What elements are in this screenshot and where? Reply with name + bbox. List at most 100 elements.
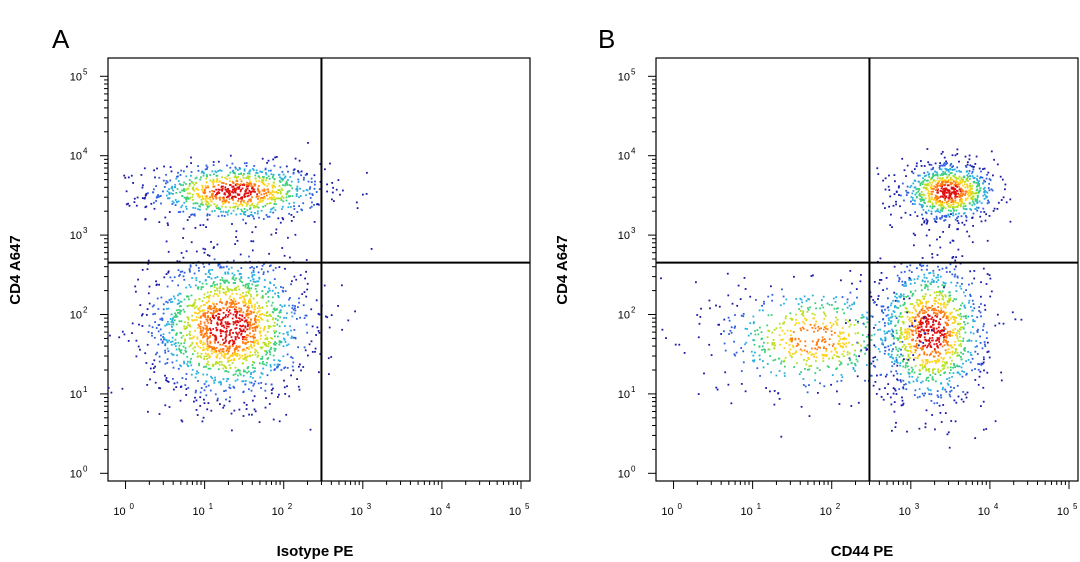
data-point [911, 330, 914, 333]
data-point [905, 349, 908, 352]
data-point [740, 370, 743, 372]
data-point [185, 350, 187, 353]
data-point [271, 337, 273, 340]
data-point [727, 316, 730, 319]
data-point [976, 175, 979, 178]
data-point [204, 195, 207, 198]
data-point [917, 305, 920, 308]
data-point [887, 383, 890, 385]
data-point [956, 332, 958, 334]
data-point [193, 272, 196, 275]
data-point [976, 185, 979, 187]
data-point [255, 339, 258, 342]
data-point [217, 215, 220, 218]
data-point [282, 197, 285, 199]
data-point [897, 319, 900, 322]
data-point [908, 375, 911, 378]
data-point [212, 313, 214, 316]
data-point [306, 189, 309, 192]
data-point [940, 183, 942, 185]
data-point [985, 331, 988, 334]
data-point [927, 388, 930, 391]
data-point [951, 316, 954, 318]
data-point [936, 173, 939, 176]
data-point [971, 195, 974, 198]
data-point [362, 193, 364, 196]
data-point [983, 341, 986, 343]
data-point [1004, 188, 1006, 191]
data-point [279, 181, 282, 183]
data-point [914, 345, 917, 348]
data-point [912, 380, 915, 383]
data-point [157, 308, 160, 310]
data-point [179, 300, 182, 303]
data-point [930, 212, 933, 215]
data-point [309, 428, 312, 431]
data-point [208, 345, 211, 347]
data-point [219, 169, 221, 172]
data-point [248, 381, 251, 384]
data-point [215, 326, 218, 329]
data-point [281, 195, 284, 198]
data-point [910, 329, 912, 332]
data-point [231, 306, 234, 309]
data-point [916, 162, 918, 165]
data-point [258, 192, 261, 194]
data-point [200, 339, 203, 342]
data-point [900, 316, 903, 318]
data-point [971, 187, 973, 190]
data-point [248, 328, 251, 330]
data-point [927, 332, 929, 335]
data-point [256, 280, 258, 283]
data-point [293, 205, 295, 208]
data-point [232, 206, 235, 209]
data-point [180, 419, 183, 422]
data-point [222, 185, 224, 188]
data-point [890, 302, 893, 305]
data-point [206, 358, 208, 360]
data-point [920, 160, 922, 162]
data-point [225, 199, 228, 202]
data-point [162, 190, 164, 193]
data-point [950, 183, 952, 186]
data-point [286, 191, 289, 194]
data-point [203, 366, 205, 368]
data-point [951, 351, 954, 353]
data-point [217, 308, 220, 311]
data-point [901, 404, 904, 406]
data-point [224, 177, 227, 179]
data-point [804, 340, 807, 343]
data-point [971, 184, 974, 187]
data-point [200, 171, 203, 174]
data-point [979, 342, 982, 344]
data-point [261, 171, 263, 173]
data-point [845, 322, 847, 324]
data-point [972, 320, 975, 323]
data-point [952, 214, 955, 217]
data-point [907, 350, 910, 352]
data-point [206, 326, 208, 329]
data-point [971, 299, 974, 302]
data-point [191, 337, 194, 340]
data-point [895, 332, 898, 335]
data-point [175, 313, 177, 316]
data-point [309, 207, 312, 209]
data-point [796, 342, 799, 345]
data-point [366, 171, 368, 174]
data-point [135, 204, 138, 207]
data-point [916, 314, 919, 317]
data-point [201, 184, 204, 187]
data-point [172, 201, 175, 204]
data-point [908, 311, 911, 314]
data-point [238, 203, 241, 206]
data-point [160, 317, 163, 320]
data-point [232, 277, 235, 280]
data-point [248, 302, 250, 305]
data-point [220, 335, 223, 337]
data-point [208, 202, 210, 205]
data-point [894, 324, 897, 327]
data-point [957, 222, 960, 225]
data-point [253, 183, 256, 186]
x-tick-exponent: 3 [367, 502, 372, 511]
data-point [293, 201, 295, 204]
